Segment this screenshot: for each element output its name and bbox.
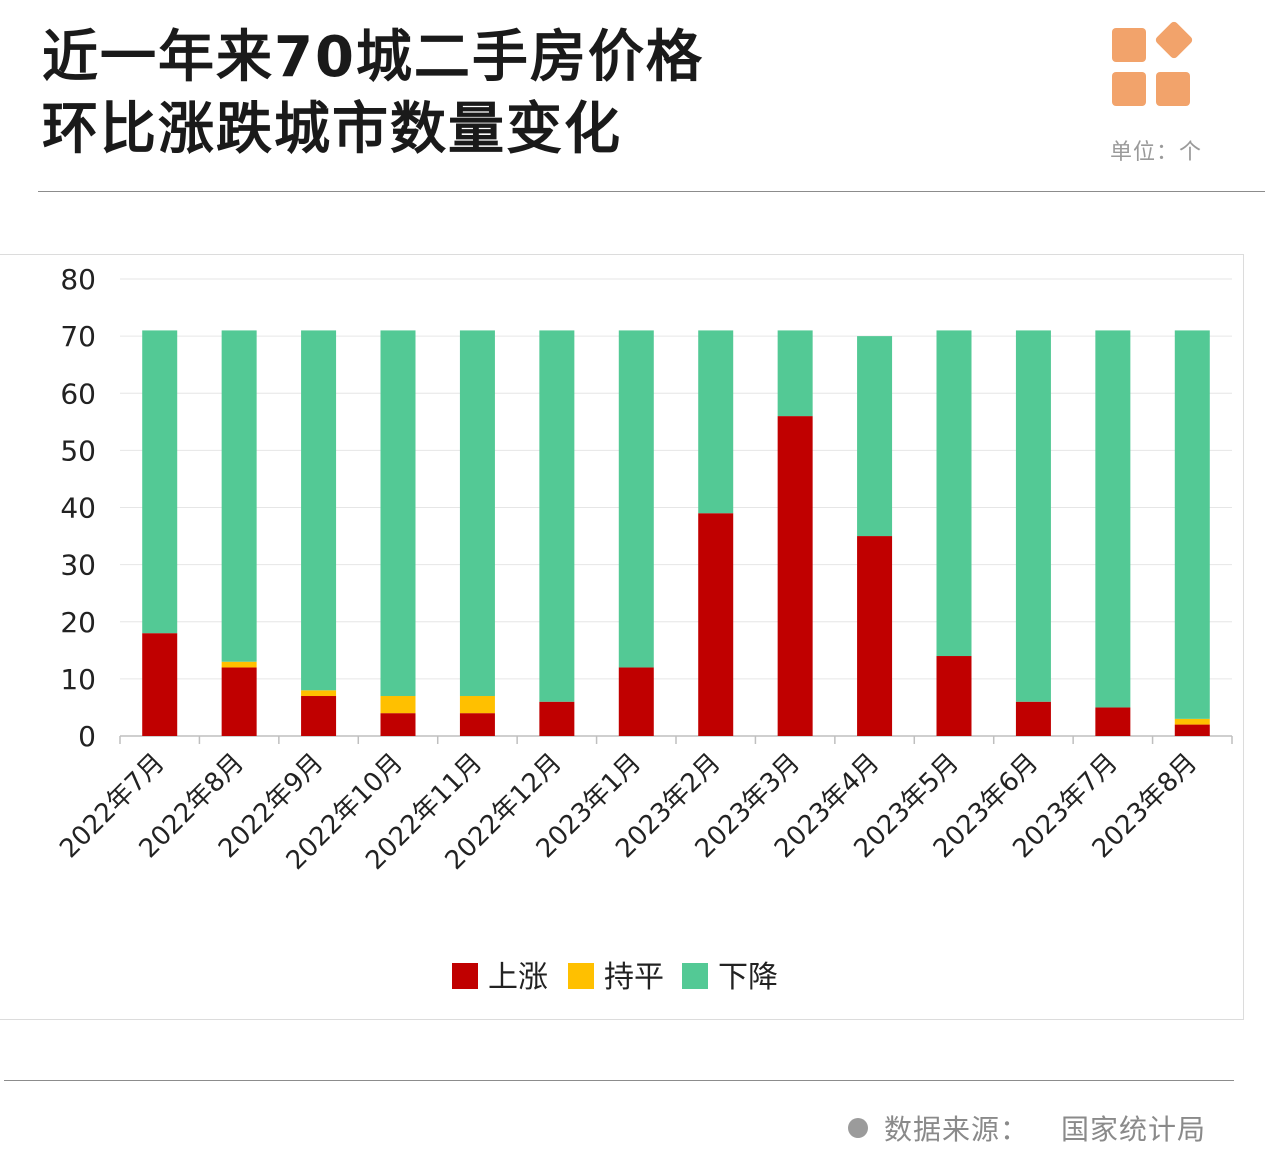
- bar-segment: [459, 330, 495, 697]
- bar-segment: [618, 667, 654, 736]
- bar-segment: [1174, 330, 1210, 719]
- legend-swatch: [682, 963, 708, 989]
- bullet-icon: [848, 1118, 868, 1138]
- bar-segment: [698, 513, 734, 736]
- bar-segment: [301, 690, 337, 697]
- bar-segment: [301, 330, 337, 691]
- logo-square-bottom-left: [1112, 72, 1146, 106]
- y-tick-label: 50: [60, 434, 96, 467]
- bar-segment: [857, 536, 893, 736]
- bar-segment: [142, 633, 178, 736]
- bar-segment: [142, 330, 178, 634]
- bar-segment: [777, 330, 813, 417]
- legend-label: 持平: [604, 960, 664, 995]
- header-divider: [38, 191, 1265, 192]
- bar-segment: [459, 696, 495, 714]
- y-tick-label: 10: [60, 663, 96, 696]
- legend-label: 上涨: [488, 960, 548, 995]
- y-tick-label: 70: [60, 320, 96, 353]
- legend-swatch: [568, 963, 594, 989]
- bar-segment: [539, 330, 575, 702]
- legend-label: 下降: [718, 960, 778, 995]
- bar-segment: [1174, 718, 1210, 725]
- unit-label: 单位：个: [1110, 140, 1203, 165]
- bar-segment: [936, 330, 972, 657]
- y-tick-label: 30: [60, 549, 96, 582]
- chart-frame: [0, 254, 1244, 1020]
- source-label: 数据来源：: [884, 1113, 1030, 1146]
- y-tick-label: 80: [60, 263, 96, 296]
- bar-segment: [1015, 330, 1051, 702]
- bar-segment: [380, 696, 416, 714]
- logo-diamond: [1155, 21, 1193, 59]
- footer-divider: [4, 1080, 1234, 1081]
- bar-segment: [1015, 701, 1051, 736]
- chart-title: 近一年来70城二手房价格 环比涨跌城市数量变化: [42, 22, 704, 166]
- logo-square-bottom-right: [1156, 72, 1190, 106]
- bar-segment: [221, 330, 257, 662]
- bar-segment: [1174, 724, 1210, 736]
- source-value: 国家统计局: [1061, 1113, 1207, 1146]
- logo-square-top-left: [1112, 28, 1146, 62]
- bar-segment: [777, 416, 813, 736]
- bar-segment: [857, 336, 893, 537]
- bar-segment: [1095, 707, 1131, 736]
- y-tick-label: 40: [60, 492, 96, 525]
- bar-segment: [539, 701, 575, 736]
- data-source: 数据来源： 国家统计局: [848, 1108, 1206, 1148]
- bar-segment: [1095, 330, 1131, 708]
- bar-segment: [221, 661, 257, 668]
- y-tick-label: 0: [78, 720, 96, 753]
- bar-segment: [459, 713, 495, 736]
- legend-swatch: [452, 963, 478, 989]
- y-tick-label: 20: [60, 606, 96, 639]
- bar-segment: [936, 656, 972, 736]
- bar-segment: [380, 713, 416, 736]
- title-line-2: 环比涨跌城市数量变化: [42, 97, 622, 162]
- bar-segment: [301, 696, 337, 736]
- bar-segment: [380, 330, 416, 697]
- brand-logo-icon: [1112, 21, 1193, 106]
- y-tick-label: 60: [60, 377, 96, 410]
- title-line-1: 近一年来70城二手房价格: [42, 25, 704, 90]
- bar-segment: [618, 330, 654, 668]
- bar-segment: [221, 667, 257, 736]
- bar-segment: [698, 330, 734, 514]
